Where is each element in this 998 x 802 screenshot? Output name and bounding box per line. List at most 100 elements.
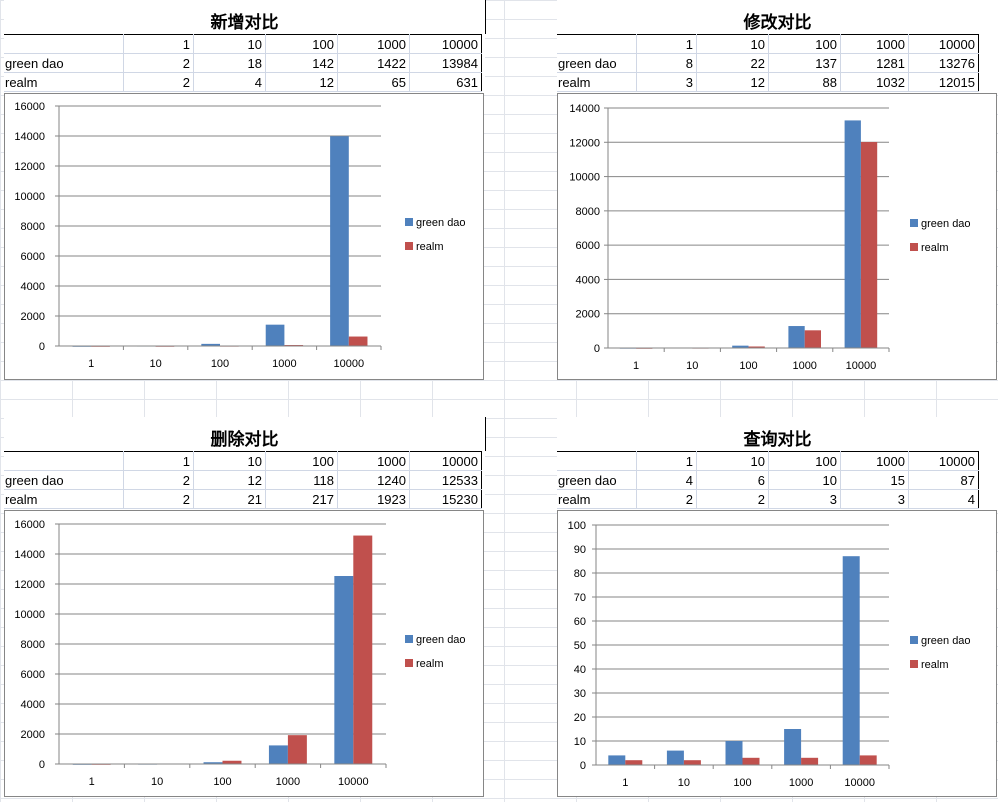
value-cell[interactable]: 21 <box>193 489 266 509</box>
column-header-cell[interactable]: 1 <box>123 451 194 471</box>
column-header-cell[interactable]: 10 <box>696 451 769 471</box>
bar-realm[interactable] <box>348 336 368 346</box>
row-label-cell[interactable]: realm <box>557 72 637 92</box>
value-cell[interactable]: 2 <box>696 489 769 509</box>
value-cell[interactable]: 8 <box>636 53 697 73</box>
row-label-cell[interactable]: green dao <box>4 53 124 73</box>
bar-green-dao[interactable] <box>608 755 626 765</box>
value-cell[interactable]: 3 <box>840 489 909 509</box>
column-header-cell[interactable]: 10000 <box>908 34 979 54</box>
value-cell[interactable]: 6 <box>696 470 769 490</box>
column-header-cell[interactable]: 10000 <box>409 34 482 54</box>
bar-green-dao[interactable] <box>201 343 220 346</box>
value-cell[interactable]: 1240 <box>337 470 410 490</box>
value-cell[interactable]: 13984 <box>409 53 482 73</box>
column-header-cell[interactable]: 1000 <box>337 34 410 54</box>
column-header-cell[interactable]: 10 <box>696 34 769 54</box>
value-cell[interactable]: 12015 <box>908 72 979 92</box>
bar-green-dao[interactable] <box>784 729 802 765</box>
row-label-cell[interactable]: realm <box>4 72 124 92</box>
bar-green-dao[interactable] <box>842 556 860 765</box>
column-header-cell[interactable]: 100 <box>768 451 841 471</box>
bar-chart[interactable]: 0 2000 4000 6000 8000 10000 12000 14000 16000 1 10… <box>4 93 484 380</box>
value-cell[interactable]: 10 <box>768 470 841 490</box>
table-corner-cell[interactable] <box>4 451 124 471</box>
bar-chart[interactable]: 0 2000 4000 6000 8000 10000 12000 14000 1 10 100 10… <box>557 93 997 380</box>
column-header-cell[interactable]: 10 <box>193 34 266 54</box>
value-cell[interactable]: 4 <box>193 72 266 92</box>
row-label-cell[interactable]: green dao <box>557 470 637 490</box>
value-cell[interactable]: 3 <box>636 72 697 92</box>
bar-realm[interactable] <box>625 760 643 765</box>
bar-realm[interactable] <box>683 760 701 765</box>
bar-realm[interactable] <box>222 760 242 764</box>
bar-green-dao[interactable] <box>844 120 861 348</box>
value-cell[interactable]: 118 <box>265 470 338 490</box>
bar-green-dao[interactable] <box>334 576 354 764</box>
value-cell[interactable]: 12533 <box>409 470 482 490</box>
value-cell[interactable]: 1032 <box>840 72 909 92</box>
value-cell[interactable]: 12 <box>193 470 266 490</box>
bar-green-dao[interactable] <box>666 750 684 765</box>
column-header-cell[interactable]: 1 <box>636 451 697 471</box>
table-corner-cell[interactable] <box>557 451 637 471</box>
column-header-cell[interactable]: 1000 <box>337 451 410 471</box>
bar-realm[interactable] <box>748 346 765 348</box>
value-cell[interactable]: 4 <box>908 489 979 509</box>
value-cell[interactable]: 15230 <box>409 489 482 509</box>
value-cell[interactable]: 142 <box>265 53 338 73</box>
bar-chart[interactable]: 0 10 20 30 40 50 60 70 80 90 100 1 10 100 1000 10000 gre… <box>557 510 997 797</box>
value-cell[interactable]: 1422 <box>337 53 410 73</box>
column-header-cell[interactable]: 1 <box>123 34 194 54</box>
bar-green-dao[interactable] <box>203 762 223 764</box>
value-cell[interactable]: 3 <box>768 489 841 509</box>
value-cell[interactable]: 2 <box>123 470 194 490</box>
value-cell[interactable]: 87 <box>908 470 979 490</box>
value-cell[interactable]: 15 <box>840 470 909 490</box>
bar-realm[interactable] <box>804 330 821 348</box>
value-cell[interactable]: 137 <box>768 53 841 73</box>
bar-realm[interactable] <box>742 757 760 765</box>
value-cell[interactable]: 2 <box>636 489 697 509</box>
column-header-cell[interactable]: 10000 <box>409 451 482 471</box>
column-header-cell[interactable]: 10 <box>193 451 266 471</box>
row-label-cell[interactable]: realm <box>557 489 637 509</box>
column-header-cell[interactable]: 1000 <box>840 34 909 54</box>
value-cell[interactable]: 217 <box>265 489 338 509</box>
value-cell[interactable]: 13276 <box>908 53 979 73</box>
column-header-cell[interactable]: 100 <box>768 34 841 54</box>
column-header-cell[interactable]: 1 <box>636 34 697 54</box>
value-cell[interactable]: 1923 <box>337 489 410 509</box>
bar-realm[interactable] <box>353 535 373 764</box>
column-header-cell[interactable]: 100 <box>265 451 338 471</box>
bar-realm[interactable] <box>801 757 819 765</box>
value-cell[interactable]: 631 <box>409 72 482 92</box>
table-corner-cell[interactable] <box>4 34 124 54</box>
bar-realm[interactable] <box>859 755 877 765</box>
value-cell[interactable]: 2 <box>123 72 194 92</box>
column-header-cell[interactable]: 100 <box>265 34 338 54</box>
bar-green-dao[interactable] <box>265 324 285 346</box>
bar-realm[interactable] <box>287 735 307 764</box>
bar-green-dao[interactable] <box>788 326 805 348</box>
column-header-cell[interactable]: 10000 <box>908 451 979 471</box>
value-cell[interactable]: 2 <box>123 489 194 509</box>
value-cell[interactable]: 22 <box>696 53 769 73</box>
value-cell[interactable]: 18 <box>193 53 266 73</box>
value-cell[interactable]: 1281 <box>840 53 909 73</box>
bar-chart[interactable]: 0 2000 4000 6000 8000 10000 12000 14000 16000 1 10… <box>4 510 484 797</box>
value-cell[interactable]: 65 <box>337 72 410 92</box>
value-cell[interactable]: 88 <box>768 72 841 92</box>
value-cell[interactable]: 4 <box>636 470 697 490</box>
table-corner-cell[interactable] <box>557 34 637 54</box>
value-cell[interactable]: 12 <box>265 72 338 92</box>
bar-green-dao[interactable] <box>268 745 288 764</box>
value-cell[interactable]: 12 <box>696 72 769 92</box>
bar-green-dao[interactable] <box>732 345 749 348</box>
row-label-cell[interactable]: green dao <box>557 53 637 73</box>
value-cell[interactable]: 2 <box>123 53 194 73</box>
row-label-cell[interactable]: green dao <box>4 470 124 490</box>
row-label-cell[interactable]: realm <box>4 489 124 509</box>
column-header-cell[interactable]: 1000 <box>840 451 909 471</box>
bar-green-dao[interactable] <box>330 136 349 346</box>
